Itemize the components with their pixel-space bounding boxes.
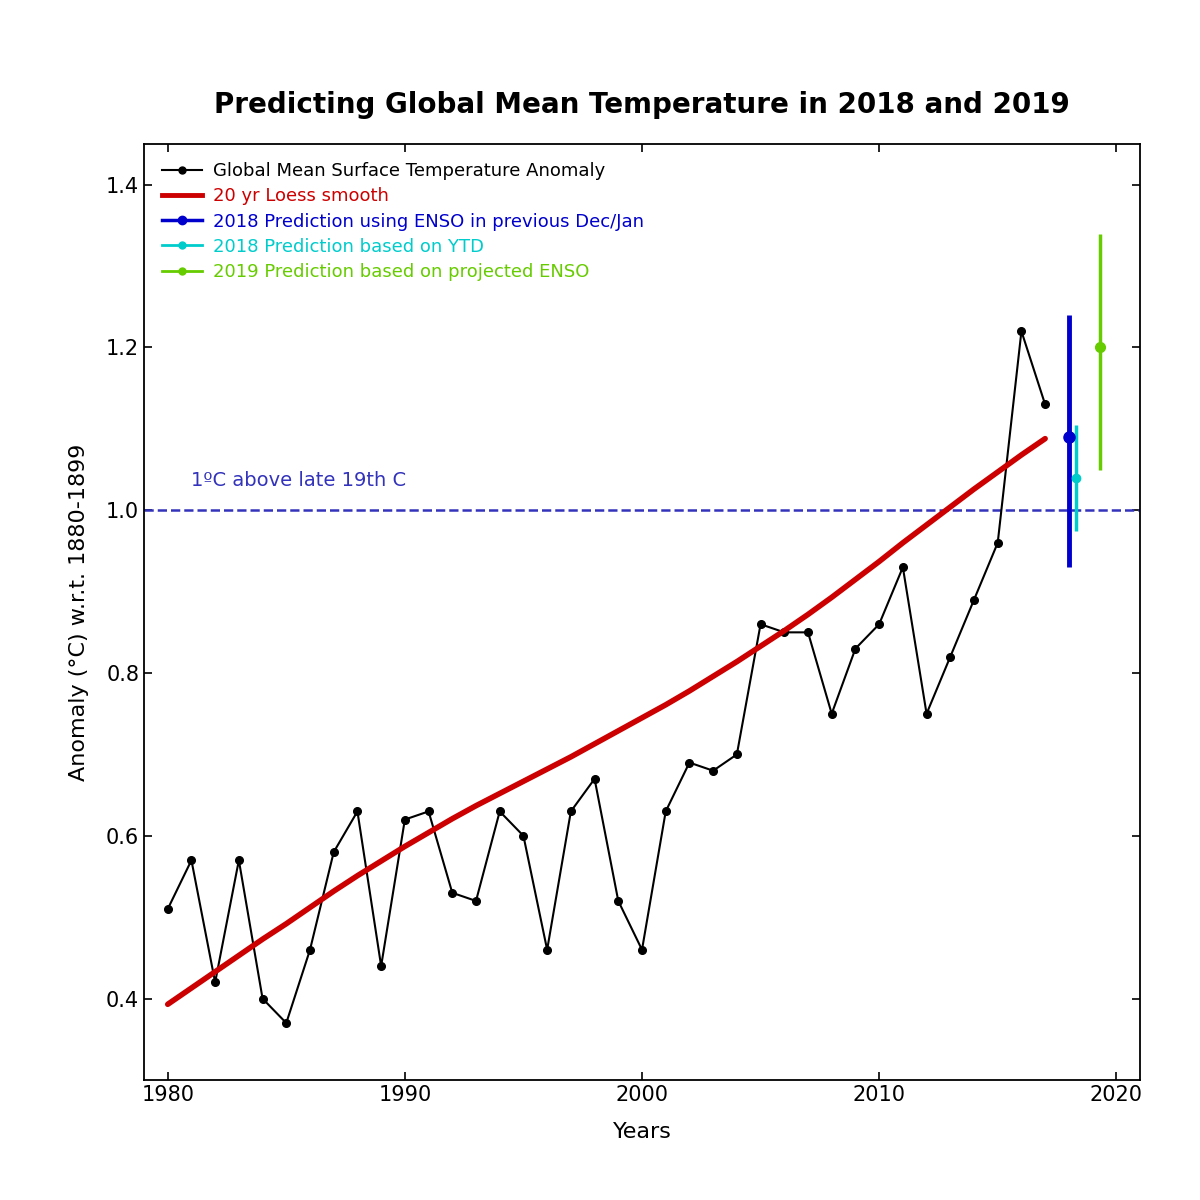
X-axis label: Years: Years — [612, 1122, 672, 1141]
Text: 1ºC above late 19th C: 1ºC above late 19th C — [192, 470, 407, 490]
Title: Predicting Global Mean Temperature in 2018 and 2019: Predicting Global Mean Temperature in 20… — [214, 91, 1070, 120]
Y-axis label: Anomaly (°C) w.r.t. 1880-1899: Anomaly (°C) w.r.t. 1880-1899 — [70, 443, 89, 781]
Legend: Global Mean Surface Temperature Anomaly, 20 yr Loess smooth, 2018 Prediction usi: Global Mean Surface Temperature Anomaly,… — [154, 154, 653, 290]
